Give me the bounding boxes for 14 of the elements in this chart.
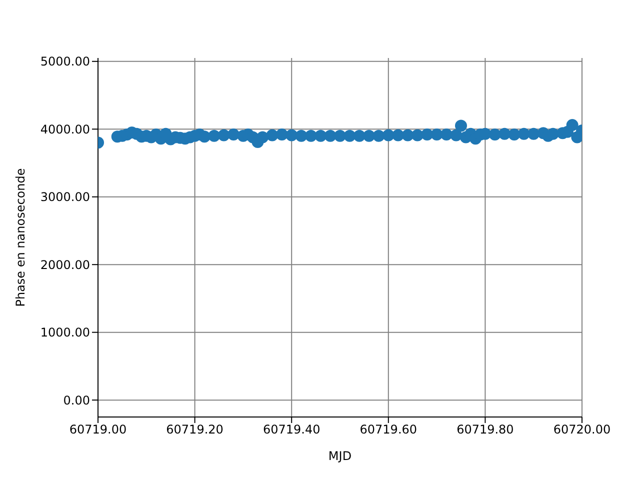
x-tick-label: 60719.60 — [360, 422, 418, 437]
y-tick-label: 3000.00 — [40, 190, 90, 204]
y-axis-title: Phase en nanoseconde — [13, 168, 28, 307]
y-tick-label: 1000.00 — [40, 326, 90, 340]
x-tick-label: 60719.20 — [166, 422, 224, 437]
x-tick-label: 60720.00 — [553, 422, 611, 437]
y-tick-label: 0.00 — [63, 393, 90, 408]
y-tick-label: 5000.00 — [40, 54, 90, 69]
x-tick-label: 60719.00 — [69, 422, 127, 437]
y-tick-label: 4000.00 — [40, 122, 90, 136]
x-tick-label: 60719.80 — [456, 422, 514, 437]
y-tick-label: 2000.00 — [40, 258, 90, 272]
x-tick-label: 60719.40 — [262, 422, 320, 437]
x-axis-title: MJD — [328, 449, 352, 463]
